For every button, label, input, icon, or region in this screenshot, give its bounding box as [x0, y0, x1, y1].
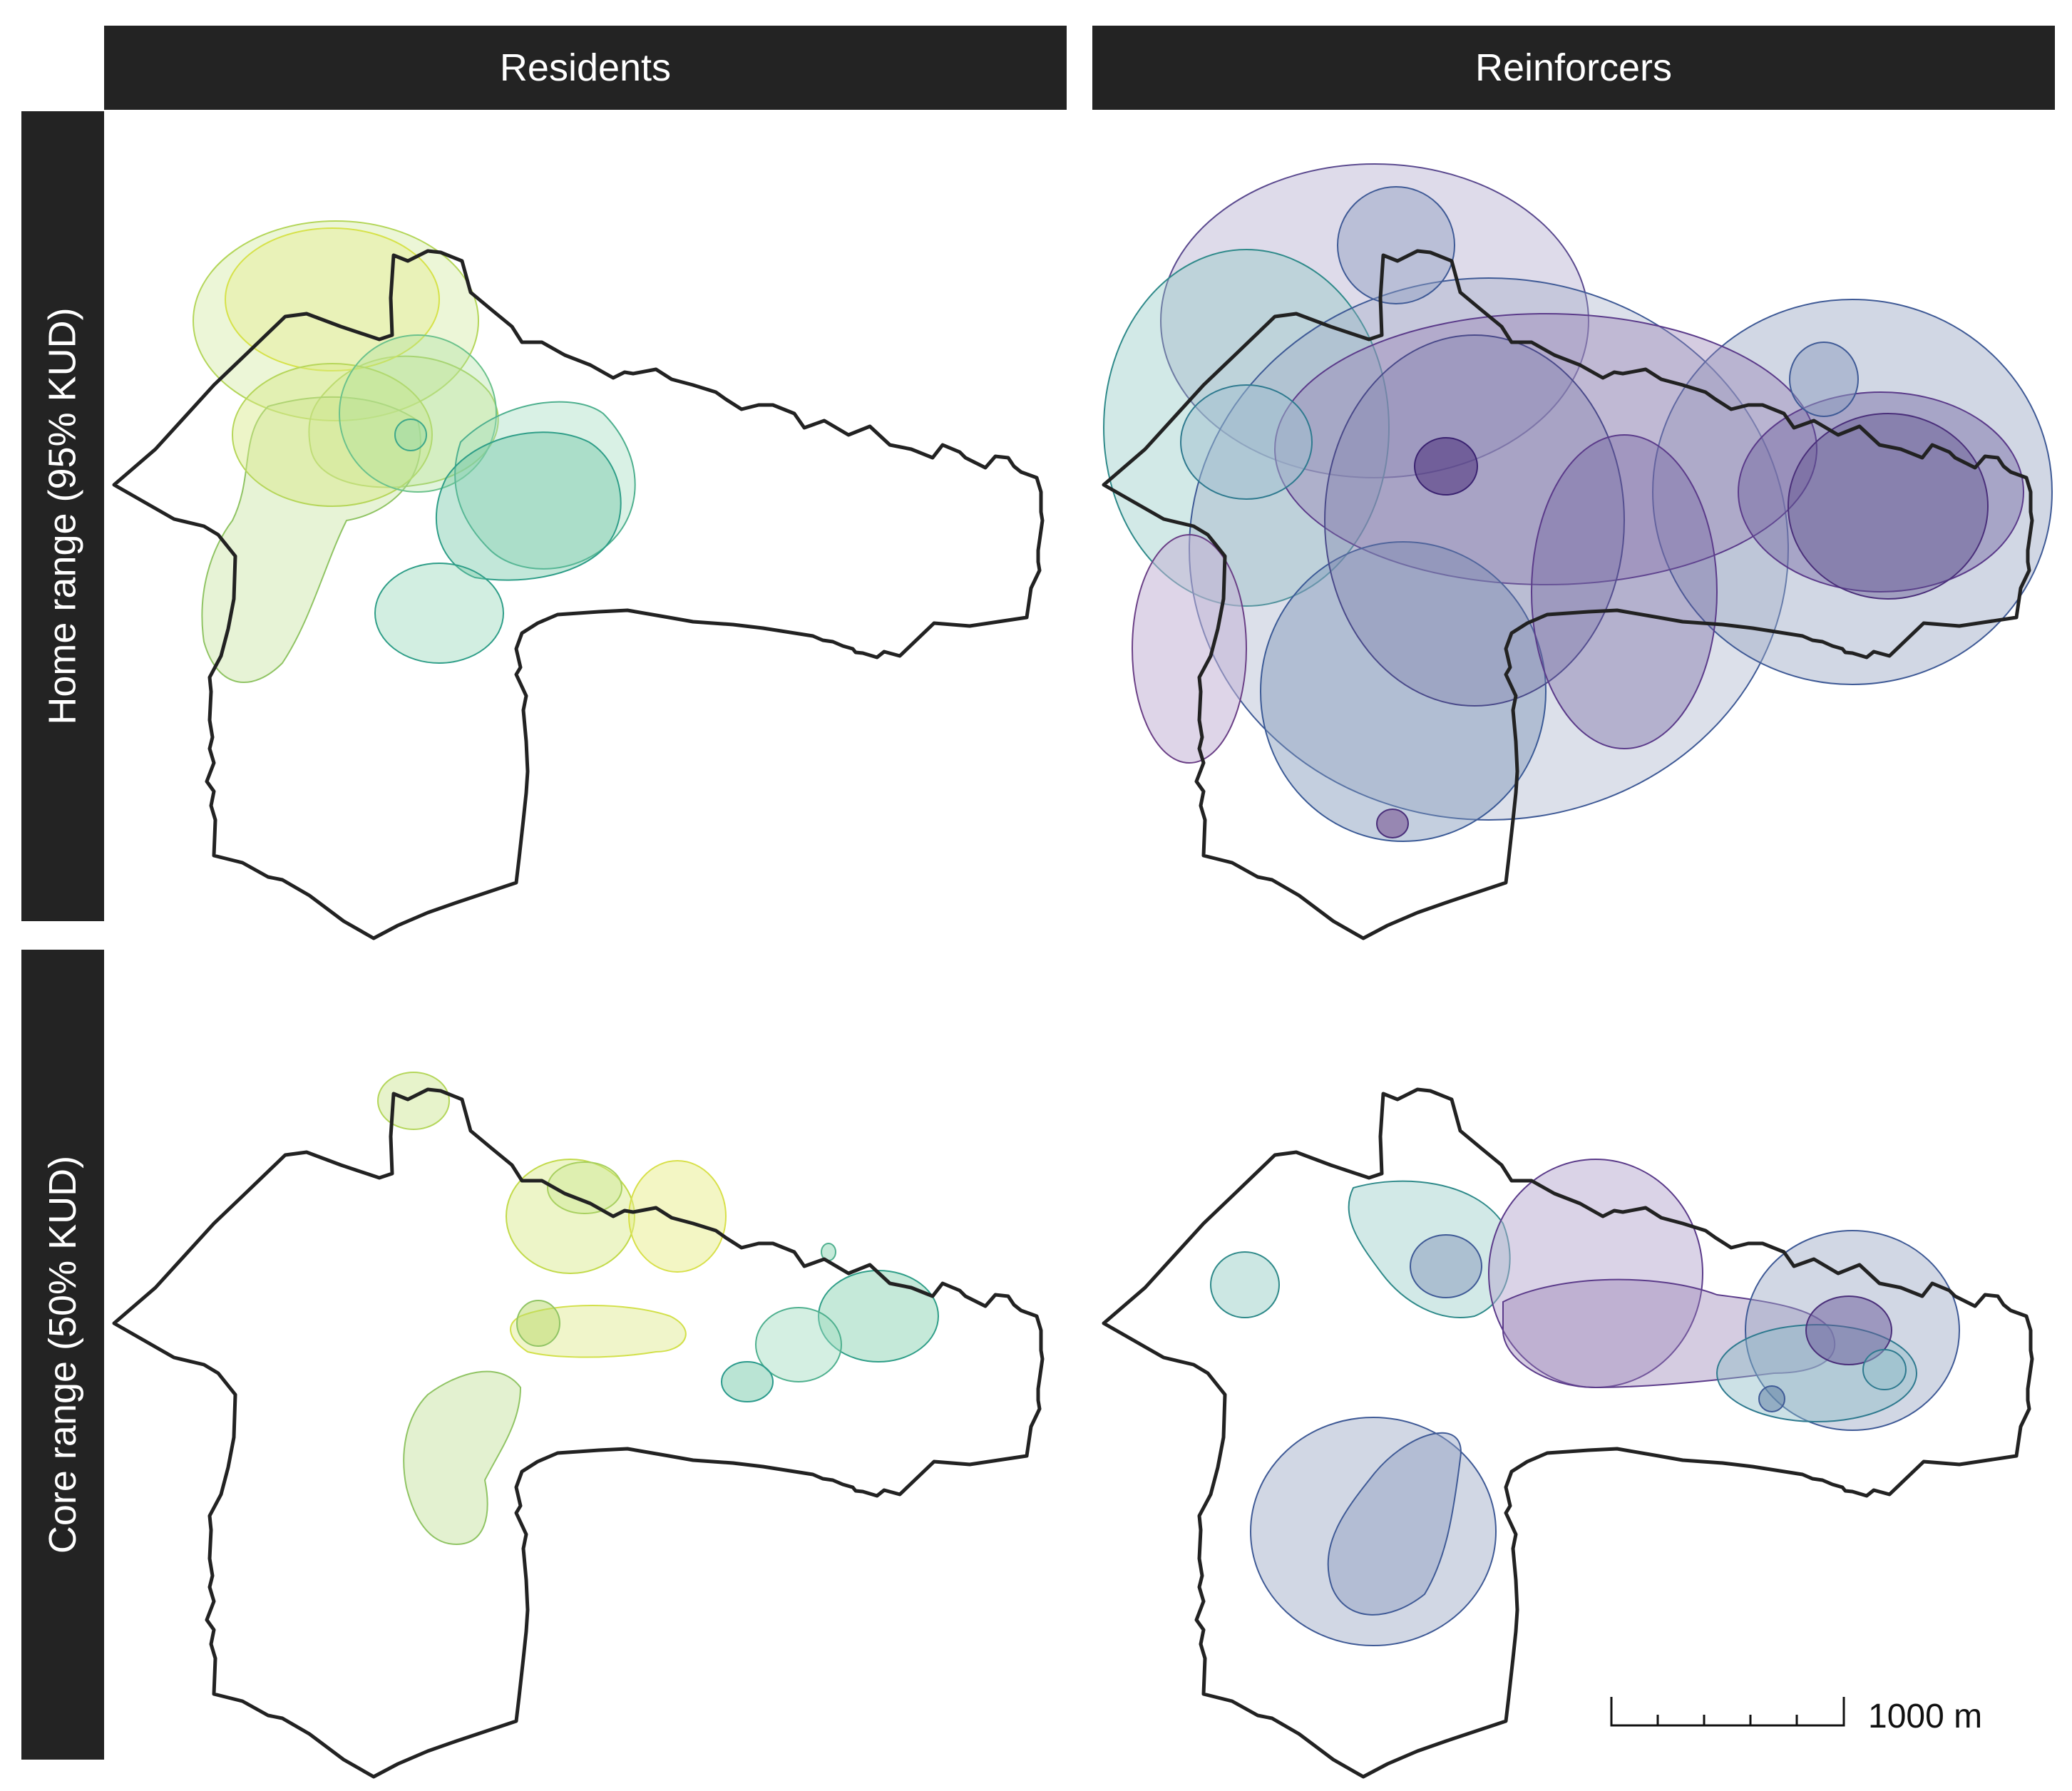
- kud-reinforcers-core-9: [1862, 1349, 1907, 1390]
- kud-reinforcers-home-12: [1180, 384, 1313, 500]
- column-label-residents: Residents: [499, 46, 672, 89]
- kud-reinforcers-home-11: [1132, 534, 1247, 764]
- kud-reinforcers-home-10: [1531, 434, 1718, 749]
- kud-residents-home-1: [193, 220, 479, 421]
- row-label-core-range: Core range (50% KUD): [41, 1155, 85, 1554]
- kud-residents-core-4: [547, 1161, 622, 1214]
- kud-reinforcers-core-8: [1758, 1385, 1785, 1412]
- kud-reinforcers-home-15: [1789, 342, 1859, 417]
- kud-reinforcers-core-7: [1805, 1295, 1892, 1365]
- kud-reinforcers-home-4: [1652, 299, 2053, 685]
- kud-residents-home-5: [232, 363, 433, 507]
- kud-residents-home-8: [436, 431, 622, 581]
- kud-residents-core-9: [755, 1307, 842, 1382]
- kud-residents-home-7: [454, 401, 636, 570]
- kud-reinforcers-core-2: [1410, 1234, 1482, 1298]
- row-strip-core-range: Core range (50% KUD): [21, 950, 104, 1760]
- kud-reinforcers-home-16: [1376, 809, 1409, 838]
- kud-reinforcers-home-14: [1414, 437, 1478, 496]
- kud-reinforcers-home-9: [1788, 413, 1989, 600]
- kud-reinforcers-home-6: [1260, 541, 1547, 842]
- column-label-reinforcers: Reinforcers: [1474, 46, 1673, 89]
- kud-residents-core-1: [377, 1072, 450, 1130]
- map-panel-reinforcers-home: [1104, 163, 2053, 927]
- kud-residents-core-6: [516, 1300, 560, 1347]
- kud-reinforcers-home-8: [1738, 391, 2024, 592]
- map-panel-residents-core: [114, 1072, 970, 1715]
- kud-reinforcers-core-12: [1327, 1432, 1462, 1616]
- scale-bar: [1610, 1697, 1845, 1727]
- kud-residents-core-10: [721, 1361, 774, 1402]
- kud-residents-core-3: [628, 1160, 727, 1273]
- kud-residents-home-10: [394, 419, 427, 451]
- kud-residents-home-4: [225, 227, 440, 371]
- row-strip-home-range: Home range (95% KUD): [21, 111, 104, 921]
- kud-reinforcers-home-13: [1337, 186, 1455, 304]
- kud-reinforcers-core-10: [1210, 1251, 1280, 1318]
- map-panel-residents-home: [114, 220, 970, 877]
- scale-bar-label: 1000 m: [1868, 1698, 1983, 1735]
- map-panel-reinforcers-core: [1104, 1017, 1959, 1715]
- kud-reinforcers-core-4: [1502, 1278, 1836, 1389]
- kud-reinforcers-core-11: [1250, 1417, 1497, 1646]
- kud-residents-core-7: [403, 1370, 522, 1546]
- row-label-home-range: Home range (95% KUD): [41, 307, 85, 725]
- kud-residents-home-9: [374, 563, 504, 664]
- column-strip-residents: Residents: [104, 26, 1067, 110]
- column-strip-reinforcers: Reinforcers: [1092, 26, 2055, 110]
